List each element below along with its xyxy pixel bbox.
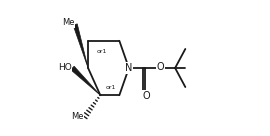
Text: Me: Me <box>62 18 75 27</box>
Polygon shape <box>71 66 100 95</box>
Text: HO: HO <box>58 64 72 72</box>
Text: Me: Me <box>71 112 83 121</box>
Polygon shape <box>73 24 88 68</box>
Text: O: O <box>156 62 164 72</box>
Text: N: N <box>125 63 133 73</box>
Text: O: O <box>142 91 150 101</box>
Text: or1: or1 <box>106 85 116 90</box>
Text: or1: or1 <box>96 49 107 54</box>
